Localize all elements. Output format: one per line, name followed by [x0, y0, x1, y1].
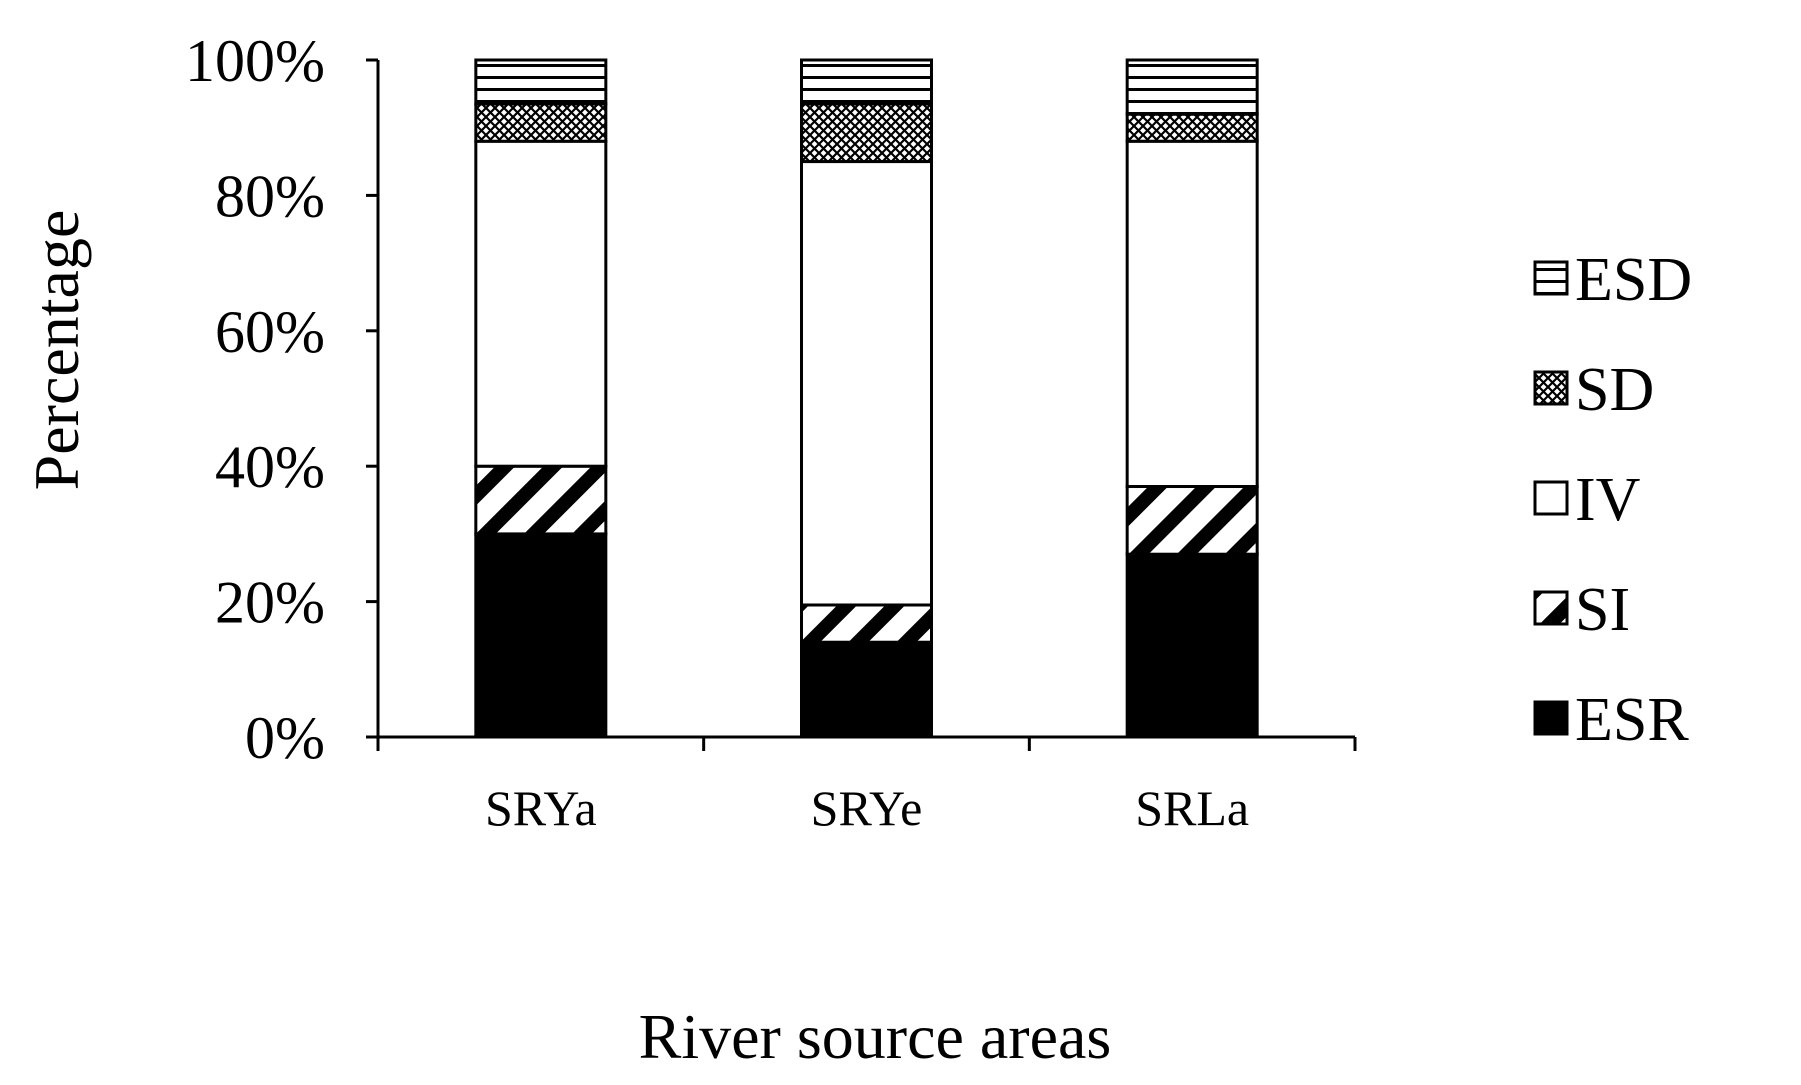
- axes-group: [376, 60, 1355, 751]
- bars-group: [474, 58, 1259, 739]
- legend-swatch-iv: [1533, 480, 1569, 516]
- x-axis-ticks: SRYa SRYe SRLa: [485, 737, 1357, 836]
- legend-label-esd: ESD: [1575, 246, 1692, 314]
- bar-segment-esr-srla: [1125, 552, 1259, 739]
- y-tick-label: 20%: [215, 570, 325, 636]
- y-tick-label: 40%: [215, 434, 325, 500]
- legend-label-esr: ESR: [1575, 686, 1689, 754]
- y-axis-title-group: Percentage: [21, 210, 92, 491]
- bar-segment-si-srya: [474, 464, 608, 536]
- legend-swatch-esr: [1533, 700, 1569, 736]
- bar-segment-iv-srye: [800, 160, 933, 607]
- bar-segment-esr-srya: [474, 532, 608, 739]
- x-tick-label: SRYa: [485, 780, 597, 836]
- bar-segment-sd-srya: [474, 102, 608, 143]
- bar-segment-sd-srye: [800, 102, 933, 164]
- bar-segment-esd-srya: [474, 58, 608, 106]
- y-axis-title: Percentage: [21, 210, 92, 491]
- bar-segment-iv-srya: [474, 139, 608, 468]
- bar-segment-esd-srye: [800, 58, 933, 106]
- y-tick-label: 60%: [215, 299, 325, 365]
- y-axis-ticks: 0% 20% 40% 60% 80% 100%: [185, 28, 378, 771]
- y-tick-label: 80%: [215, 163, 325, 229]
- y-tick-label: 0%: [245, 705, 325, 771]
- legend: ESD SD IV SI ESR: [1533, 246, 1692, 754]
- bar-segment-iv-srla: [1125, 139, 1259, 489]
- bar-segment-esd-srla: [1125, 58, 1259, 116]
- x-tick-label: SRYe: [811, 780, 923, 836]
- y-tick-label: 100%: [185, 28, 325, 94]
- bar-segment-sd-srla: [1125, 112, 1259, 143]
- legend-swatch-sd: [1533, 370, 1569, 406]
- legend-swatch-si: [1533, 590, 1569, 626]
- bar-segment-esr-srye: [800, 640, 933, 739]
- legend-label-sd: SD: [1575, 356, 1654, 424]
- legend-label-si: SI: [1575, 576, 1630, 644]
- bar-segment-si-srye: [800, 603, 933, 644]
- legend-label-iv: IV: [1575, 466, 1641, 534]
- legend-swatch-esd: [1533, 260, 1569, 296]
- bar-segment-si-srla: [1125, 485, 1259, 556]
- x-tick-label: SRLa: [1135, 780, 1249, 836]
- x-axis-title: River source areas: [639, 1001, 1112, 1072]
